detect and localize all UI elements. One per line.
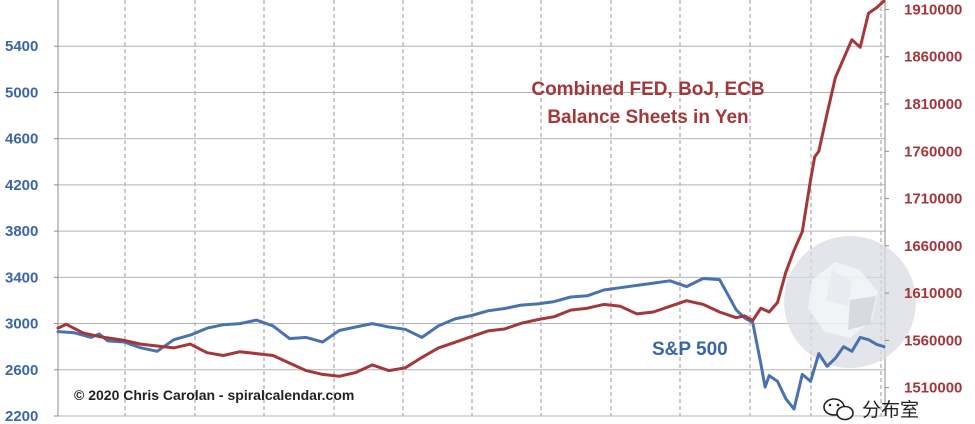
right-tick-label: 1510000 bbox=[904, 380, 962, 397]
sp500-line bbox=[56, 277, 886, 411]
left-tick-label: 5400 bbox=[5, 38, 38, 55]
right-tick-label: 1610000 bbox=[904, 285, 962, 302]
left-tick-label: 3800 bbox=[5, 223, 38, 240]
right-tick-label: 1660000 bbox=[904, 238, 962, 255]
left-tick-label: 2200 bbox=[5, 408, 38, 424]
series-layer bbox=[56, 0, 886, 411]
right-axis-ticks: 1510000 1560000 1610000 1660000 1710000 17600… bbox=[885, 1, 962, 397]
right-tick-label: 1760000 bbox=[904, 143, 962, 160]
balance-label-line1: Combined FED, BoJ, ECB bbox=[531, 79, 764, 100]
credit-text: © 2020 Chris Carolan - spiralcalendar.co… bbox=[74, 387, 354, 403]
left-tick-label: 5000 bbox=[5, 84, 38, 101]
watermark-emblem bbox=[784, 236, 916, 368]
right-tick-label: 1560000 bbox=[904, 332, 962, 349]
left-tick-label: 3400 bbox=[5, 269, 38, 286]
sp500-label: S&P 500 bbox=[652, 339, 728, 360]
balance-label-line2: Balance Sheets in Yen bbox=[547, 107, 748, 128]
right-tick-label: 1860000 bbox=[904, 49, 962, 66]
left-tick-label: 4200 bbox=[5, 177, 38, 194]
left-tick-label: 2600 bbox=[5, 362, 38, 379]
left-tick-label: 3000 bbox=[5, 316, 38, 333]
watermark-text: 分布室 bbox=[862, 399, 919, 421]
right-tick-label: 1910000 bbox=[904, 1, 962, 18]
left-axis-ticks: 2200 2600 3000 3400 3800 4200 4600 5000 5400 bbox=[5, 38, 58, 424]
grid bbox=[58, 0, 885, 417]
left-tick-label: 4600 bbox=[5, 131, 38, 148]
watermark: 分布室 bbox=[823, 398, 919, 421]
right-tick-label: 1710000 bbox=[904, 191, 962, 208]
right-tick-label: 1810000 bbox=[904, 96, 962, 113]
balance-sheet-line bbox=[56, 0, 886, 378]
wechat-icon bbox=[823, 398, 854, 421]
